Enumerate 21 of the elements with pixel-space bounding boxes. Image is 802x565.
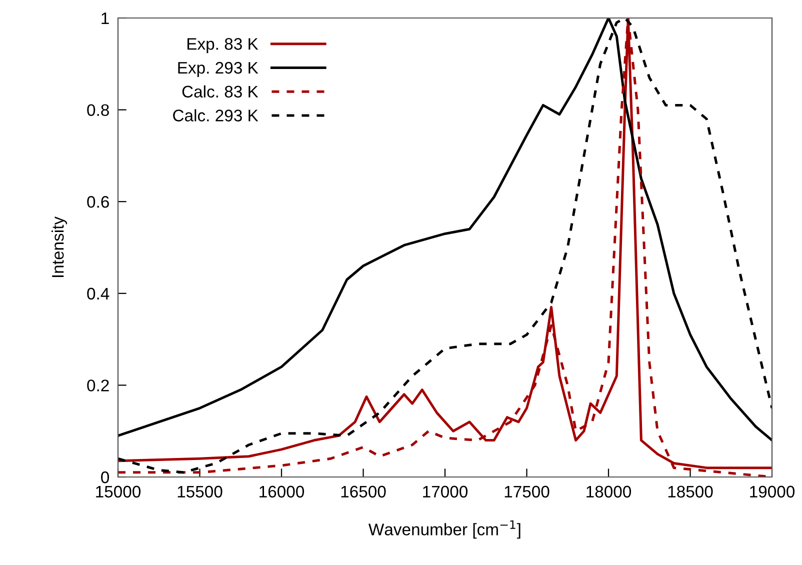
legend-label: Calc. 83 K: [182, 85, 258, 98]
y-tick-label: 0.2: [87, 380, 109, 392]
y-tick-label: 0.6: [87, 196, 109, 208]
y-tick-label: 1: [102, 12, 109, 24]
legend-label: Exp. 83 K: [188, 38, 258, 54]
legend-label: Calc. 293 K: [173, 109, 258, 122]
x-tick-label: 15500: [178, 486, 222, 498]
x-tick-label: 16000: [260, 486, 304, 498]
y-tick-label: 0.4: [87, 288, 110, 300]
x-tick-label: 17000: [423, 486, 468, 498]
x-tick-label: 16500: [341, 486, 386, 498]
x-tick-label: 18000: [586, 486, 632, 498]
y-axis-title: Intensity: [52, 216, 68, 277]
legend-label: Exp. 293 K: [178, 62, 258, 77]
x-tick-label: 18500: [668, 486, 713, 498]
y-tick-label: 0.8: [87, 104, 109, 116]
x-axis-title: Wavenumber [cm$^{−1}$]: [368, 520, 520, 539]
y-tick-label: 0: [101, 471, 110, 484]
x-tick-label: 15000: [96, 486, 141, 498]
x-tick-label: 17500: [504, 486, 550, 498]
x-tick-label: 19000: [750, 486, 795, 498]
